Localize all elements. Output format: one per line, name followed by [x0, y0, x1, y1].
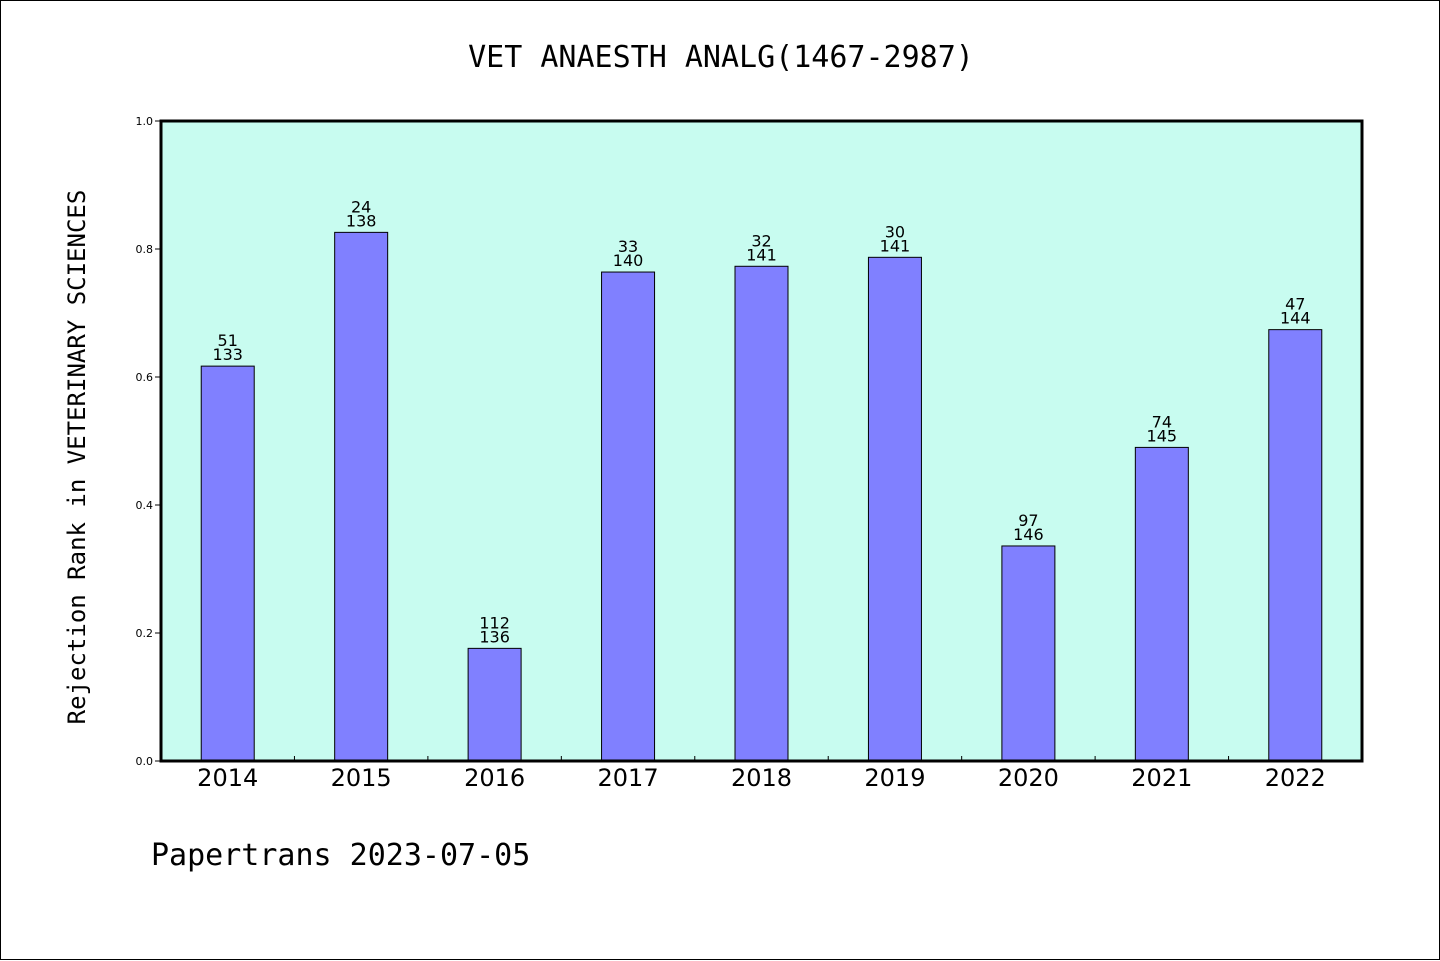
bar-label-top-2018: 32: [751, 231, 771, 250]
bar-2017: [601, 271, 656, 762]
bar-label-bottom-2016: 136: [479, 627, 510, 646]
bar-2018: [734, 265, 789, 762]
x-tick-label-2014: 2014: [197, 764, 258, 792]
y-tick-label: 0.0: [136, 755, 154, 768]
bar-label-top-2017: 33: [618, 237, 638, 256]
bar-label-top-2022: 47: [1285, 295, 1305, 314]
x-tick-label-2016: 2016: [464, 764, 525, 792]
x-tick-label-2020: 2020: [998, 764, 1059, 792]
x-tick-label-2017: 2017: [598, 764, 659, 792]
bar-label-bottom-2020: 146: [1013, 525, 1044, 544]
bar-label-top-2016: 112: [479, 613, 510, 632]
bar-2020: [1001, 545, 1056, 762]
bar-2022: [1268, 329, 1323, 762]
y-axis: 0.0 0.2 0.4 0.6 0.8 1.0: [136, 115, 161, 768]
bar-label-bottom-2015: 138: [346, 211, 377, 230]
footer-text: Papertrans 2023-07-05: [151, 838, 530, 873]
bar-label-top-2020: 97: [1018, 511, 1038, 530]
bar-2019: [867, 256, 922, 762]
bar-label-bottom-2019: 141: [880, 236, 911, 255]
bar-2014: [200, 365, 255, 762]
bar-label-bottom-2017: 140: [613, 251, 644, 270]
bar-labels-group: 5113324138112136331403214130141971467414…: [212, 197, 1310, 646]
x-tick-label-2022: 2022: [1265, 764, 1326, 792]
bar-2015: [334, 231, 389, 762]
y-tick-label: 0.6: [136, 371, 154, 384]
bar-label-bottom-2021: 145: [1147, 426, 1178, 445]
bar-label-bottom-2014: 133: [212, 345, 243, 364]
y-tick-label: 0.2: [136, 627, 154, 640]
bar-label-top-2021: 74: [1152, 412, 1172, 431]
bar-label-top-2015: 24: [351, 197, 371, 216]
bars-group: [200, 231, 1323, 762]
y-tick-label: 1.0: [136, 115, 154, 128]
bar-label-bottom-2018: 141: [746, 245, 777, 264]
y-tick-label: 0.4: [136, 499, 154, 512]
plot-border: [159, 119, 1364, 763]
y-tick-label: 0.8: [136, 243, 154, 256]
x-axis: 2014 2015 2016 2017 2018 2019 2020 2021 2022: [197, 756, 1326, 792]
x-tick-label-2019: 2019: [864, 764, 925, 792]
x-tick-label-2015: 2015: [331, 764, 392, 792]
bar-label-top-2014: 51: [218, 331, 238, 350]
x-tick-label-2021: 2021: [1131, 764, 1192, 792]
bar-label-bottom-2022: 144: [1280, 309, 1311, 328]
y-axis-label: Rejection Rank in VETERINARY SCIENCES: [63, 190, 91, 725]
chart-title: VET ANAESTH ANALG(1467-2987): [468, 40, 974, 75]
bar-label-top-2019: 30: [885, 222, 905, 241]
bar-2021: [1134, 446, 1189, 762]
bar-2016: [467, 647, 522, 762]
x-tick-label-2018: 2018: [731, 764, 792, 792]
